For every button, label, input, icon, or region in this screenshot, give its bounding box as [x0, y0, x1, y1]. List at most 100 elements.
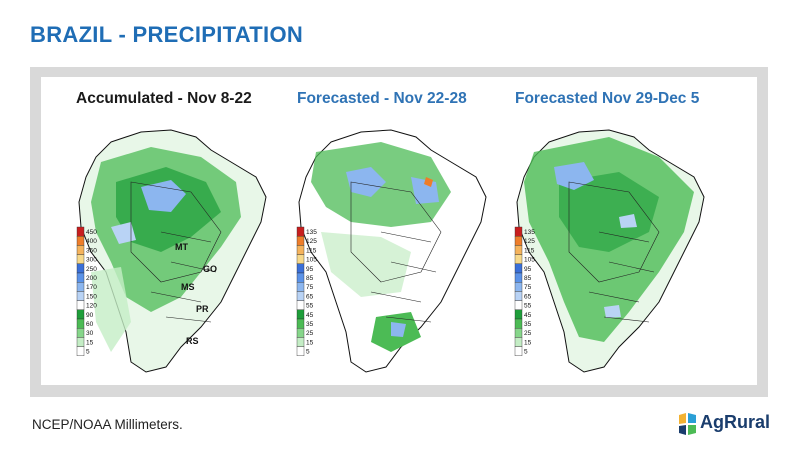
legend-label: 35	[306, 321, 314, 328]
state-label-mt: MT	[175, 242, 188, 252]
legend-swatch	[296, 318, 305, 329]
legend-swatch	[514, 272, 523, 283]
legend-label: 350	[86, 247, 97, 254]
agrural-logo-icon	[679, 413, 696, 435]
agrural-logo-text: AgRural	[700, 412, 771, 432]
legend-forecast-1: 135 125 115 105 95 85 75 65 55 45 35 25 15 5	[296, 226, 317, 357]
legend-label: 65	[306, 293, 314, 300]
legend-swatch	[76, 263, 85, 274]
blue-rain-area	[554, 162, 594, 190]
source-note: NCEP/NOAA Millimeters.	[32, 417, 183, 432]
legend-swatch	[296, 226, 305, 237]
legend-label: 55	[524, 303, 532, 310]
blue-rain-area	[141, 180, 186, 212]
south-blue-spot	[604, 305, 621, 318]
legend-swatch	[76, 337, 85, 347]
legend-swatch	[296, 254, 305, 265]
legend-swatch	[296, 337, 305, 347]
page-title: BRAZIL - PRECIPITATION	[30, 22, 304, 47]
legend-label: 105	[524, 257, 535, 264]
legend-label: 5	[86, 349, 90, 356]
light-area-south	[91, 267, 131, 352]
legend-label: 250	[86, 266, 97, 273]
blue-rain-area	[346, 167, 386, 197]
legend-swatch	[514, 281, 523, 292]
map-title-accumulated: Accumulated - Nov 8-22	[76, 90, 252, 107]
legend-swatch	[76, 245, 85, 255]
legend-swatch	[76, 226, 85, 237]
legend-label: 15	[524, 339, 532, 346]
dark-green-rain-area	[559, 172, 659, 252]
legend-label: 55	[306, 303, 314, 310]
legend-swatch	[296, 291, 305, 301]
legend-label: 125	[524, 238, 535, 245]
legend-label: 75	[306, 284, 314, 291]
legend-swatch	[514, 254, 523, 265]
legend-swatch	[296, 300, 305, 311]
legend-swatch	[296, 281, 305, 292]
legend-label: 30	[86, 330, 94, 337]
legend-label: 35	[524, 321, 532, 328]
legend-swatch	[296, 235, 305, 246]
state-label-pr: PR	[196, 304, 209, 314]
legend-swatch	[514, 235, 523, 246]
legend-swatch	[76, 281, 85, 292]
light-rain-area	[321, 232, 411, 297]
precipitation-map-accumulated: MT GO MS PR RS 450 400 350 300 250 200 170 150 1…	[71, 122, 271, 377]
legend-label: 95	[524, 266, 532, 273]
legend-label: 5	[306, 349, 310, 356]
legend-label: 450	[86, 229, 97, 236]
legend-swatch	[514, 263, 523, 274]
legend-label: 45	[524, 312, 532, 319]
blue-rain-area-2	[411, 177, 439, 204]
legend-swatch	[76, 291, 85, 301]
legend-swatch	[76, 254, 85, 265]
legend-swatch	[76, 318, 85, 329]
legend-swatch	[76, 346, 85, 357]
legend-label: 25	[524, 330, 532, 337]
legend-label: 45	[306, 312, 314, 319]
legend-label: 135	[306, 229, 317, 236]
legend-label: 125	[306, 238, 317, 245]
legend-forecast-2: 135 125 115 105 95 85 75 65 55 45 35 25 15 5	[514, 226, 535, 357]
map-title-forecast-2: Forecasted Nov 29-Dec 5	[515, 90, 700, 107]
legend-label: 15	[86, 339, 94, 346]
legend-swatch	[514, 337, 523, 347]
legend-swatch	[76, 327, 85, 338]
legend-label: 5	[524, 349, 528, 356]
legend-label: 150	[86, 293, 97, 300]
legend-swatch	[296, 272, 305, 283]
legend-label: 75	[524, 284, 532, 291]
south-blue-spot	[391, 322, 406, 337]
legend-label: 115	[306, 247, 317, 254]
state-borders	[350, 181, 442, 323]
legend-swatch	[76, 309, 85, 320]
legend-label: 400	[86, 238, 97, 245]
blue-rain-area-2	[619, 214, 637, 228]
legend-swatch	[296, 245, 305, 255]
legend-label: 15	[306, 339, 314, 346]
legend-swatch	[296, 263, 305, 274]
precipitation-map-forecast-2: 135 125 115 105 95 85 75 65 55 45 35 25 15 5	[509, 122, 709, 377]
precipitation-map-forecast-1: 135 125 115 105 95 85 75 65 55 45 35 25 15 5	[291, 122, 491, 377]
legend-swatch	[76, 272, 85, 283]
legend-label: 25	[306, 330, 314, 337]
maps-inner: Accumulated - Nov 8-22 Forecasted - Nov …	[41, 77, 757, 385]
legend-label: 170	[86, 284, 97, 291]
legend-label: 85	[524, 275, 532, 282]
red-rain-spot	[424, 177, 433, 187]
legend-swatch	[76, 300, 85, 311]
legend-swatch	[514, 226, 523, 237]
legend-label: 200	[86, 275, 97, 282]
legend-swatch	[514, 245, 523, 255]
legend-swatch	[514, 318, 523, 329]
legend-swatch	[296, 309, 305, 320]
legend-label: 300	[86, 257, 97, 264]
legend-label: 65	[524, 293, 532, 300]
legend-swatch	[514, 291, 523, 301]
map-title-forecast-1: Forecasted - Nov 22-28	[297, 90, 467, 107]
agrural-logo: AgRural	[678, 410, 774, 438]
state-label-ms: MS	[181, 282, 195, 292]
legend-swatch	[514, 346, 523, 357]
legend-swatch	[514, 327, 523, 338]
